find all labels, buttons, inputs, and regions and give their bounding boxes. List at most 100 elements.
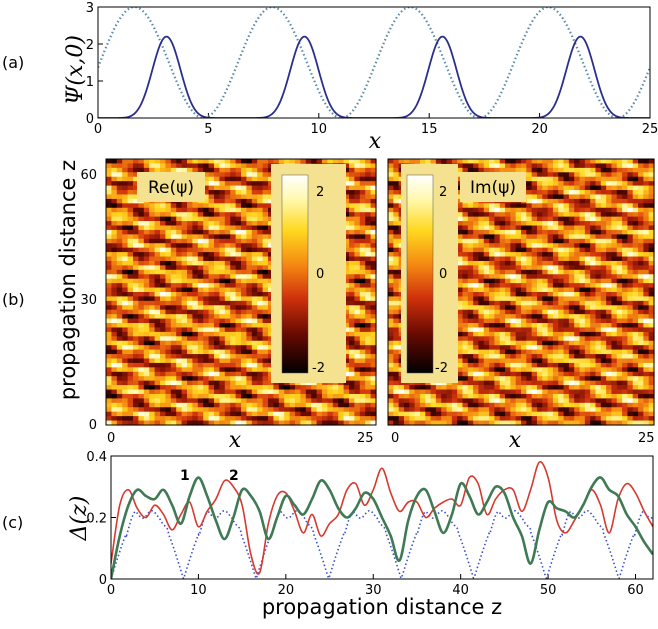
heatmap-cell xyxy=(489,159,495,165)
heatmap-cell xyxy=(579,203,586,209)
heatmap-cell xyxy=(365,323,372,329)
heatmap-cell xyxy=(489,318,495,324)
heatmap-cell xyxy=(208,358,215,364)
heatmap-cell xyxy=(246,194,253,200)
heatmap-cell xyxy=(489,278,495,284)
heatmap-cell xyxy=(122,385,129,391)
heatmap-cell xyxy=(574,185,581,191)
heatmap-cell xyxy=(478,318,485,324)
heatmap-cell xyxy=(622,287,628,293)
heatmap-cell xyxy=(203,407,210,413)
heatmap-cell xyxy=(116,159,123,165)
heatmap-cell xyxy=(154,354,161,360)
heatmap-cell xyxy=(457,278,464,284)
heatmap-cell xyxy=(192,260,199,266)
heatmap-cell xyxy=(203,243,210,249)
heatmap-cell xyxy=(219,354,226,360)
heatmap-cell xyxy=(462,229,469,235)
heatmap-cell xyxy=(133,402,139,408)
heatmap-cell xyxy=(230,385,237,391)
heatmap-cell xyxy=(365,203,372,209)
heatmap-cell xyxy=(536,212,543,218)
heatmap-cell xyxy=(214,354,220,360)
heatmap-cell xyxy=(235,380,242,386)
heatmap-cell xyxy=(170,331,177,337)
heatmap-cell xyxy=(262,393,269,399)
heatmap-cell xyxy=(359,318,366,324)
heatmap-cell xyxy=(214,323,220,329)
heatmap-cell xyxy=(322,380,328,386)
heatmap-cell xyxy=(595,323,602,329)
heatmap-cell xyxy=(122,287,129,293)
heatmap-cell xyxy=(138,216,145,222)
heatmap-cell xyxy=(632,167,639,173)
heatmap-cell xyxy=(473,283,480,289)
heatmap-cell xyxy=(483,216,490,222)
heatmap-cell xyxy=(600,243,607,249)
heatmap-cell xyxy=(246,274,253,280)
heatmap-cell xyxy=(359,336,366,342)
heatmap-cell xyxy=(393,163,400,169)
heatmap-cell xyxy=(558,292,565,298)
heatmap-cell xyxy=(388,221,394,227)
heatmap-cell xyxy=(197,238,204,244)
heatmap-cell xyxy=(133,256,139,262)
heatmap-cell xyxy=(632,190,639,196)
heatmap-cell xyxy=(208,159,215,165)
heatmap-cell xyxy=(343,393,350,399)
heatmap-cell xyxy=(393,265,400,271)
heatmap-cell xyxy=(388,292,394,298)
heatmap-cell xyxy=(176,362,183,368)
heatmap-cell xyxy=(370,207,377,213)
heatmap-cell xyxy=(122,256,129,262)
heatmap-cell xyxy=(300,411,307,417)
heatmap-cell xyxy=(365,309,372,315)
heatmap-cell xyxy=(133,283,139,289)
heatmap-cell xyxy=(203,402,210,408)
heatmap-cell xyxy=(531,287,538,293)
heatmap-cell xyxy=(322,407,328,413)
heatmap-cell xyxy=(192,274,199,280)
heatmap-cell xyxy=(138,159,145,165)
heatmap-cell xyxy=(251,198,258,204)
heatmap-cell xyxy=(590,269,597,275)
heatmap-cell xyxy=(138,411,145,417)
heatmap-cell xyxy=(224,207,231,213)
heatmap-cell xyxy=(510,300,517,306)
heatmap-cell xyxy=(349,159,355,165)
heatmap-cell xyxy=(154,393,161,399)
heatmap-cell xyxy=(359,296,366,302)
heatmap-cell xyxy=(388,172,394,178)
heatmap-cell xyxy=(143,389,150,395)
heatmap-cell xyxy=(192,416,199,422)
heatmap-cell xyxy=(230,393,237,399)
heatmap-cell xyxy=(611,194,618,200)
heatmap-cell xyxy=(473,221,480,227)
heatmap-cell xyxy=(170,234,177,240)
heatmap-cell xyxy=(160,305,166,311)
heatmap-cell xyxy=(192,420,199,426)
heatmap-cell xyxy=(106,287,112,293)
heatmap-cell xyxy=(197,252,204,258)
heatmap-cell xyxy=(106,402,112,408)
heatmap-cell xyxy=(246,393,253,399)
heatmap-cell xyxy=(214,163,220,169)
heatmap-cell xyxy=(600,300,607,306)
heatmap-cell xyxy=(365,354,372,360)
heatmap-cell xyxy=(393,203,400,209)
heatmap-cell xyxy=(558,234,565,240)
heatmap-cell xyxy=(531,212,538,218)
heatmap-cell xyxy=(230,411,237,417)
heatmap-cell xyxy=(616,327,623,333)
heatmap-cell xyxy=(632,265,639,271)
heatmap-cell xyxy=(622,234,628,240)
heatmap-cell xyxy=(208,411,215,417)
heatmap-cell xyxy=(262,371,269,377)
heatmap-cell xyxy=(494,305,501,311)
heatmap-cell xyxy=(224,203,231,209)
heatmap-cell xyxy=(349,340,355,346)
heatmap-cell xyxy=(138,389,145,395)
heatmap-cell xyxy=(403,159,410,165)
heatmap-cell xyxy=(230,252,237,258)
heatmap-cell xyxy=(365,167,372,173)
